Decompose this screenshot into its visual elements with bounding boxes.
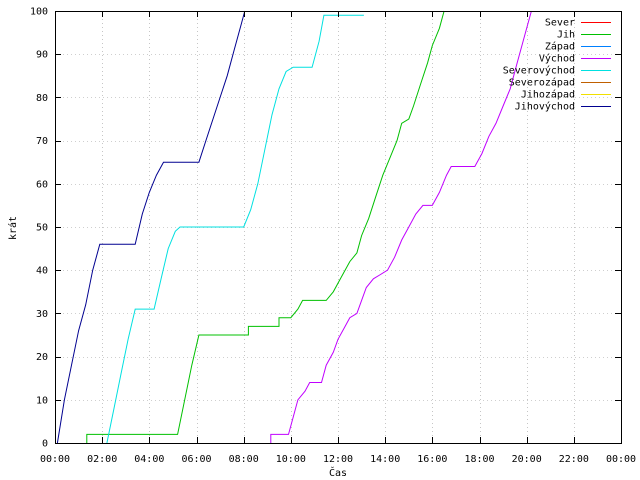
legend-label: Východ — [539, 53, 575, 65]
x-tick-label: 04:00 — [134, 454, 164, 465]
legend-label: Severovýchod — [503, 65, 575, 77]
series-lines — [56, 10, 532, 444]
y-tick-label: 100 — [30, 7, 48, 18]
y-tick-label: 30 — [36, 309, 48, 320]
y-tick-label: 40 — [36, 266, 48, 277]
x-tick-label: 20:00 — [512, 454, 542, 465]
legend-label: Jihovýchod — [515, 101, 575, 113]
y-tick-label: 80 — [36, 93, 48, 104]
x-tick-label: 06:00 — [181, 454, 211, 465]
x-tick-label: 14:00 — [370, 454, 400, 465]
grid — [55, 11, 621, 443]
series-line-jihovýchod — [56, 10, 246, 444]
x-tick-label: 16:00 — [417, 454, 447, 465]
y-tick-label: 50 — [36, 223, 48, 234]
x-tick-labels: 00:00 02:00 04:00 06:00 08:00 10:00 12:00 14:00… — [40, 454, 636, 465]
x-tick-label: 12:00 — [323, 454, 353, 465]
x-tick-label: 02:00 — [87, 454, 117, 465]
series-line-východ — [270, 10, 532, 443]
y-axis-label: krát — [7, 216, 19, 240]
y-tick-label: 20 — [36, 352, 48, 363]
legend-label: Západ — [545, 41, 575, 53]
x-tick-label: 00:00 — [606, 454, 636, 465]
legend-label: Severozápad — [509, 77, 575, 89]
y-tick-label: 0 — [42, 439, 48, 450]
legend: SeverJihZápadVýchodSeverovýchodSeverozáp… — [503, 18, 611, 113]
ticks — [55, 11, 622, 444]
legend-label: Jihozápad — [521, 89, 575, 101]
legend-label: Jih — [557, 30, 575, 41]
x-tick-label: 00:00 — [40, 454, 70, 465]
y-tick-label: 60 — [36, 179, 48, 190]
series-line-severovýchod — [106, 14, 364, 444]
y-tick-label: 70 — [36, 136, 48, 147]
y-tick-label: 10 — [36, 395, 48, 406]
x-tick-label: 08:00 — [229, 454, 259, 465]
x-tick-label: 18:00 — [464, 454, 494, 465]
x-tick-label: 22:00 — [559, 454, 589, 465]
x-axis-label: Čas — [329, 466, 347, 479]
y-tick-label: 90 — [36, 50, 48, 61]
series-line-jih — [86, 10, 445, 443]
y-tick-labels: 0 10 20 30 40 50 60 70 80 90 100 — [30, 7, 48, 450]
x-tick-label: 10:00 — [276, 454, 306, 465]
legend-label: Sever — [545, 18, 575, 29]
